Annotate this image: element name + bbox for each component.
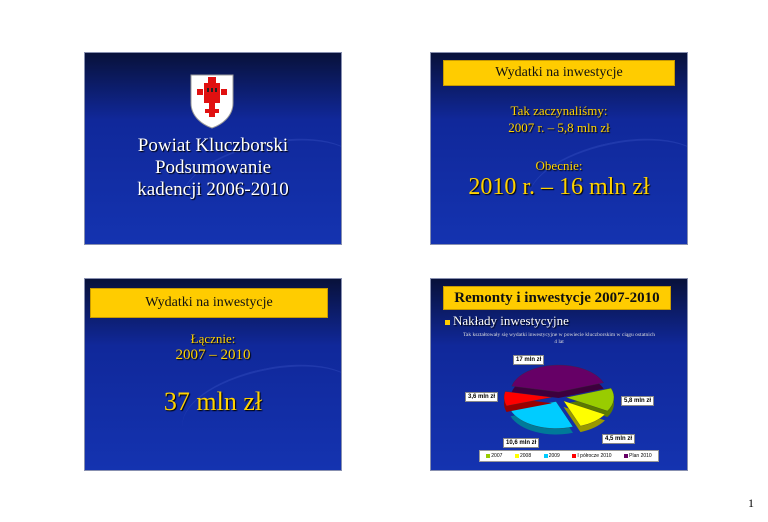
pie-chart	[503, 364, 615, 435]
title-line: kadencji 2006-2010	[137, 179, 289, 200]
data-label-plan-2010: 17 mln zł	[513, 355, 545, 365]
bullet-text: Nakłady inwestycyjne	[453, 313, 569, 328]
page-number: 1	[748, 496, 754, 510]
coat-of-arms-logo	[190, 74, 234, 129]
legend-item: 2007	[486, 453, 502, 459]
title-line: Podsumowanie	[154, 157, 272, 178]
legend-item: Plan 2010	[624, 453, 652, 459]
start-value: 2007 r. – 5,8 mln zł	[508, 120, 610, 135]
slide-4-banner: Remonty i inwestycje 2007-2010	[443, 286, 671, 310]
data-label-half-2010: 3,6 mln zł	[465, 392, 499, 402]
pie-slice-plan-2010	[511, 364, 604, 399]
current-value: 2010 r. – 16 mln zł	[468, 174, 650, 200]
period: 2007 – 2010	[175, 347, 251, 363]
data-label-2009: 10,6 mln zł	[503, 438, 540, 448]
current-label: Obecnie:	[535, 158, 583, 173]
bullet-item: Nakłady inwestycyjne	[445, 313, 569, 329]
slide-1: Powiat Kluczborski Podsumowanie kadencji…	[84, 52, 342, 245]
slide-2-banner: Wydatki na inwestycje	[443, 60, 675, 86]
pie-slice-2008	[563, 400, 606, 433]
legend-item: I półrocze 2010	[572, 453, 612, 459]
chart-legend: 2007 2008 2009 I półrocze 2010 Plan 2010	[479, 450, 659, 462]
slide-3-banner: Wydatki na inwestycje	[90, 288, 328, 318]
total-label: Łącznie:	[190, 331, 236, 346]
total-value: 37 mln zł	[163, 387, 263, 416]
title-line: Powiat Kluczborski	[137, 135, 289, 156]
data-label-2007: 5,8 mln zł	[621, 396, 655, 406]
start-label: Tak zaczynaliśmy:	[510, 103, 608, 118]
slide-2: Wydatki na inwestycje Tak zaczynaliśmy: …	[430, 52, 688, 245]
pie-slice-2009	[510, 401, 574, 435]
slide-3: Wydatki na inwestycje Łącznie: 2007 – 20…	[84, 278, 342, 471]
legend-item: 2009	[543, 453, 560, 459]
legend-item: 2008	[514, 453, 531, 459]
chart-title: Tak kształtowały się wydatki inwestycyjn…	[462, 332, 656, 345]
bullet-icon	[445, 319, 450, 325]
pie-slice-half-2010	[503, 391, 553, 412]
data-label-2008: 4,5 mln zł	[602, 434, 636, 444]
slide-4: Remonty i inwestycje 2007-2010 Nakłady i…	[430, 278, 688, 471]
slide-1-title: Powiat Kluczborski Podsumowanie kadencji…	[85, 135, 341, 201]
pie-slice-2007	[565, 388, 615, 418]
